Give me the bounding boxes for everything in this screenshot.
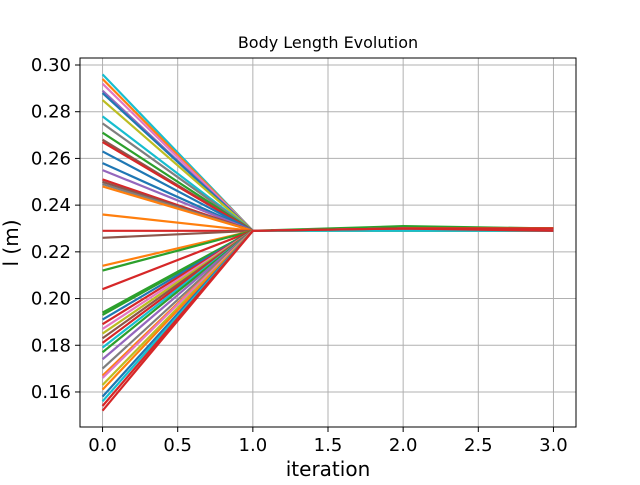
x-tick-label: 1.0 [239,435,268,456]
y-tick-label: 0.26 [31,148,71,169]
grid [80,58,576,427]
y-tick-label: 0.20 [31,289,71,310]
x-tick-label: 0.0 [88,435,117,456]
y-tick-label: 0.16 [31,382,71,403]
x-tick-label: 2.5 [464,435,493,456]
x-axis-label: iteration [286,457,371,480]
series-line-42 [101,229,554,403]
x-tick-label: 0.5 [163,435,192,456]
y-axis-label: l (m) [0,219,23,266]
x-tick-label: 1.5 [314,435,343,456]
y-tick-label: 0.24 [31,195,71,216]
series-lines [101,73,554,412]
y-tick-label: 0.22 [31,242,71,263]
series-line-44 [101,227,554,412]
x-tick-label: 2.0 [389,435,418,456]
y-tick-label: 0.28 [31,102,71,123]
y-tick-label: 0.18 [31,335,71,356]
x-tick-label: 3.0 [539,435,568,456]
axis-ticks: 0.0 0.5 1.0 1.5 2.0 2.5 3.0 0.16 0.18 0.20 0.22 0.2… [31,55,568,456]
y-tick-label: 0.30 [31,55,71,76]
chart-title: Body Length Evolution [238,33,418,52]
